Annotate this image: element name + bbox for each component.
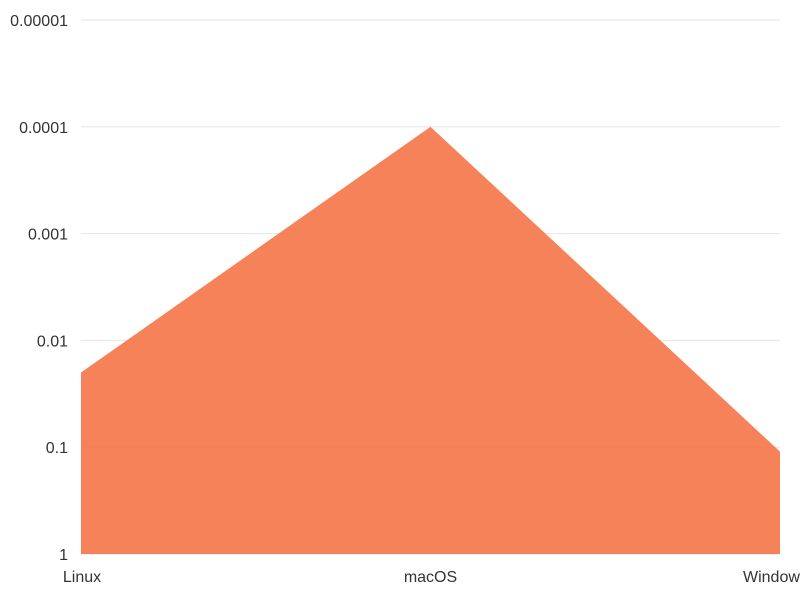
- y-axis: 1 0.1 0.01 0.001 0.0001 0.00001: [10, 13, 68, 564]
- y-tick-label: 0.1: [46, 440, 68, 457]
- x-tick-label: Windows: [743, 569, 800, 586]
- x-tick-label: macOS: [404, 569, 457, 586]
- y-tick-label: 0.001: [28, 227, 68, 244]
- x-tick-label: Linux: [63, 569, 101, 586]
- y-tick-label: 0.0001: [19, 120, 68, 137]
- y-tick-label: 0.00001: [10, 13, 68, 30]
- area-fill: [81, 126, 780, 555]
- x-axis: Linux macOS Windows: [63, 569, 800, 586]
- y-tick-label: 0.01: [37, 333, 68, 350]
- y-tick-label: 1: [59, 547, 68, 564]
- area-series: [81, 126, 780, 555]
